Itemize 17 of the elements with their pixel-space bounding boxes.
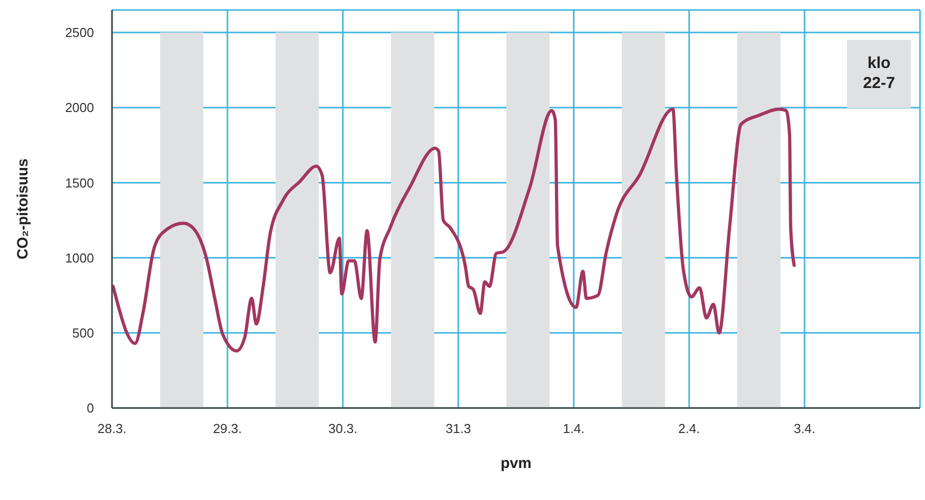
- y-tick-label: 500: [72, 326, 94, 341]
- x-tick-label: 29.3.: [212, 421, 242, 436]
- y-tick-label: 1500: [65, 175, 94, 190]
- x-axis-title: pvm: [500, 455, 532, 472]
- x-tick-label: 28.3.: [98, 421, 126, 436]
- y-tick-label: 0: [86, 400, 94, 416]
- x-tick-label: 31.3: [446, 421, 471, 436]
- x-tick-label: 3.4.: [794, 421, 816, 436]
- y-tick-label: 1000: [65, 250, 94, 266]
- y-axis-title: CO₂-pitoisuus: [14, 158, 32, 260]
- x-tick-label: 2.4.: [678, 421, 700, 436]
- y-tick-label: 2500: [65, 25, 94, 40]
- annotation: klo 22-7: [862, 54, 896, 94]
- y-tick-label: 2000: [65, 100, 94, 116]
- x-tick-label: 1.4.: [562, 421, 585, 436]
- x-tick-label: 30.3.: [328, 421, 358, 436]
- note-box: klo 22-7: [847, 40, 911, 108]
